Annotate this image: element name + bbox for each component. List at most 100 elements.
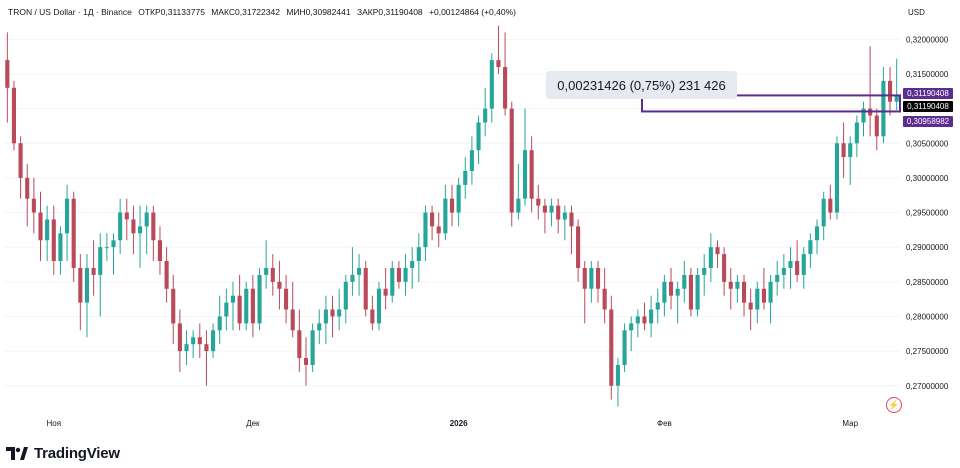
candle-body (589, 267, 594, 289)
candle (576, 219, 581, 282)
candle (118, 198, 123, 255)
candle (383, 267, 388, 310)
candle-body (191, 337, 196, 345)
candle-body (171, 288, 176, 324)
candle-body (622, 330, 627, 365)
candle-body (489, 60, 494, 109)
candle (655, 288, 660, 324)
candle (244, 281, 249, 331)
candle (396, 261, 401, 289)
candle-body (78, 267, 83, 303)
y-tick-label: 0,27500000 (906, 347, 949, 356)
candle (264, 240, 269, 289)
candle-body (476, 122, 481, 151)
candle-body (695, 274, 700, 310)
candle-body (814, 226, 820, 241)
measure-range-box[interactable] (641, 94, 901, 113)
candle (516, 164, 521, 220)
candle-body (237, 295, 242, 324)
y-tick-label: 0,30000000 (906, 174, 949, 183)
tradingview-logo[interactable]: TradingView (6, 445, 120, 462)
candle (595, 261, 601, 303)
candle-body (556, 205, 561, 220)
candle (821, 191, 826, 241)
candle (602, 267, 607, 324)
candle-body (184, 344, 189, 352)
candle-body (177, 323, 182, 352)
candle-body (71, 198, 76, 268)
candle-body (211, 330, 216, 352)
candle-body (5, 60, 10, 88)
candle-body (91, 267, 96, 275)
candle-body (894, 95, 899, 102)
candle (894, 58, 899, 110)
candle (748, 288, 753, 331)
candle-body (529, 150, 534, 199)
candle (887, 67, 893, 116)
candle (728, 267, 733, 310)
candle-body (25, 177, 30, 199)
candle (370, 295, 375, 331)
candle (157, 226, 163, 275)
candle (781, 254, 786, 289)
candle (423, 205, 428, 262)
open-value: ОТКР0,31133775 (138, 7, 205, 17)
candle (270, 254, 275, 296)
candle-body (303, 358, 309, 365)
candle (483, 87, 488, 137)
candle-body (430, 212, 435, 227)
candle (522, 108, 528, 206)
candle-body (775, 274, 780, 282)
symbol-header: TRON / US Dollar · 1Д · Binance ОТКР0,31… (8, 7, 520, 17)
currency-label[interactable]: USD (908, 8, 925, 17)
candle (177, 309, 182, 372)
candle (649, 295, 654, 338)
candle (496, 25, 501, 74)
candle (410, 247, 415, 289)
candle (104, 233, 109, 262)
symbol-title[interactable]: TRON / US Dollar · 1Д · Binance (8, 7, 132, 17)
candle (98, 233, 103, 317)
candle-body (98, 247, 103, 275)
candle (211, 323, 216, 359)
candle-body (38, 212, 43, 241)
candle-body (277, 281, 282, 289)
candle-body (350, 274, 355, 282)
candle (45, 205, 50, 262)
candle (569, 205, 574, 255)
candle-body (230, 295, 236, 303)
candle-body (104, 247, 109, 249)
candle-body (337, 309, 342, 317)
candle-body (423, 212, 428, 248)
candle-body (635, 316, 640, 324)
candle (854, 115, 859, 158)
y-tick-label: 0,29000000 (906, 243, 949, 252)
candle (834, 136, 840, 220)
candle (337, 288, 342, 331)
candle-body (834, 143, 840, 213)
candle (629, 316, 634, 352)
candle-body (788, 261, 793, 268)
candle-body (410, 261, 415, 268)
candle (463, 157, 468, 199)
candle-body (224, 302, 229, 317)
lightning-icon[interactable]: ⚡ (886, 397, 902, 413)
candle (682, 261, 687, 303)
candle-body (649, 309, 654, 324)
candle (841, 122, 846, 178)
candle (250, 274, 255, 338)
candle-body (297, 330, 302, 359)
candle-body (131, 219, 136, 234)
candle-body (370, 309, 375, 324)
candle-body (469, 150, 474, 171)
candle-body (290, 309, 295, 331)
candle (84, 254, 90, 338)
candle (489, 53, 494, 123)
candle (456, 177, 461, 227)
candle-body (343, 281, 348, 310)
time-axis[interactable]: Ноя Дек 2026 Фев Мар (46, 419, 858, 428)
candle (642, 302, 647, 331)
candle (224, 288, 229, 331)
candle-body (164, 261, 169, 289)
